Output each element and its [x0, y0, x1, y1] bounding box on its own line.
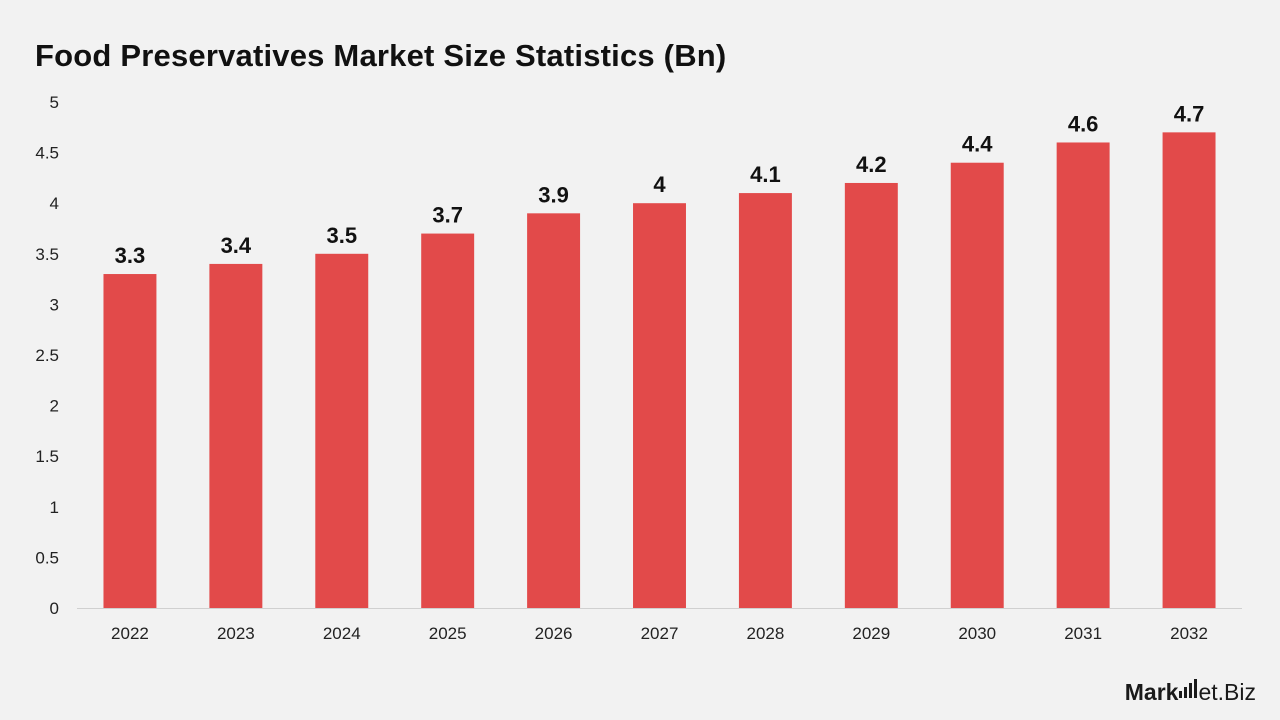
data-label: 3.4	[221, 233, 252, 258]
bar	[844, 182, 898, 608]
data-labels: 3.3 3.4 3.5 3.7 3.9 4 4.1 4.2 4.4 4.6 4.7	[115, 101, 1205, 268]
bar	[103, 274, 157, 608]
data-label: 4.7	[1174, 101, 1205, 126]
x-tick-label: 2026	[535, 624, 573, 643]
y-tick-label: 1.5	[35, 447, 59, 466]
brand-logo: Mark et.Biz	[1125, 679, 1256, 706]
bar	[315, 253, 369, 609]
x-tick-label: 2023	[217, 624, 255, 643]
data-label: 3.5	[326, 223, 357, 248]
brand-logo-left: Mark	[1124, 679, 1179, 705]
bars	[103, 132, 1216, 609]
brand-logo-right: et.Biz	[1198, 679, 1256, 705]
y-tick-label: 3	[50, 295, 59, 314]
y-tick-label: 3.5	[35, 245, 59, 264]
x-tick-label: 2024	[323, 624, 361, 643]
data-label: 4.1	[750, 162, 781, 187]
x-tick-label: 2029	[852, 624, 890, 643]
x-tick-label: 2028	[746, 624, 784, 643]
x-tick-label: 2031	[1064, 624, 1102, 643]
x-tick-label: 2025	[429, 624, 467, 643]
data-label: 4.2	[856, 152, 887, 177]
chart-title: Food Preservatives Market Size Statistic…	[35, 38, 727, 73]
x-tick-label: 2030	[958, 624, 996, 643]
bar	[633, 203, 686, 608]
y-tick-label: 1	[50, 498, 59, 517]
y-tick-label: 5	[50, 93, 59, 112]
y-tick-label: 4	[50, 194, 59, 213]
y-axis-ticks: 0 0.5 1 1.5 2 2.5 3 3.5 4 4.5 5	[35, 93, 59, 618]
y-tick-label: 2	[50, 397, 59, 416]
bar	[527, 213, 581, 608]
y-tick-label: 2.5	[35, 346, 59, 365]
x-tick-label: 2022	[111, 624, 149, 643]
y-tick-label: 4.5	[35, 144, 59, 163]
x-tick-label: 2027	[641, 624, 679, 643]
x-axis-ticks: 2022 2023 2024 2025 2026 2027 2028 2029 2030 2031…	[111, 624, 1208, 643]
data-label: 3.7	[432, 203, 463, 228]
x-tick-label: 2032	[1170, 624, 1208, 643]
bar-chart-icon	[1179, 679, 1198, 698]
bar	[209, 263, 263, 608]
y-tick-label: 0	[50, 599, 59, 618]
data-label: 3.3	[115, 243, 146, 268]
bar	[1162, 132, 1216, 609]
y-tick-label: 0.5	[35, 548, 59, 567]
data-label: 4.6	[1068, 111, 1099, 136]
bar	[950, 162, 1004, 608]
bar	[1056, 142, 1110, 609]
data-label: 4	[653, 172, 666, 197]
bar	[738, 193, 792, 608]
data-label: 4.4	[962, 132, 993, 157]
data-label: 3.9	[538, 182, 569, 207]
bar	[421, 233, 475, 608]
